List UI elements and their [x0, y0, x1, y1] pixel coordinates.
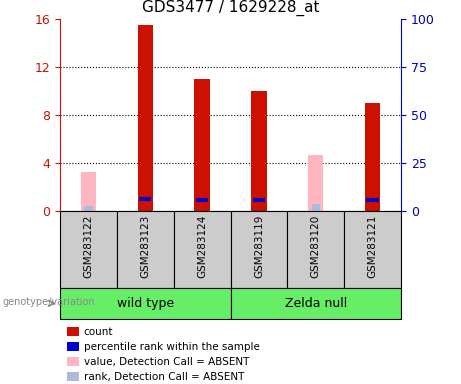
Text: GSM283122: GSM283122: [83, 215, 94, 278]
Text: genotype/variation: genotype/variation: [3, 297, 95, 307]
Bar: [230, 288, 401, 319]
Bar: [67, 327, 79, 336]
Bar: [251, 91, 266, 211]
Bar: [366, 198, 379, 202]
Text: GSM283120: GSM283120: [311, 215, 321, 278]
Text: GSM283119: GSM283119: [254, 215, 264, 278]
Text: Zelda null: Zelda null: [284, 297, 347, 310]
Title: GDS3477 / 1629228_at: GDS3477 / 1629228_at: [142, 0, 319, 17]
Bar: [60, 211, 117, 288]
Text: wild type: wild type: [117, 297, 174, 310]
Text: GSM283121: GSM283121: [367, 215, 378, 278]
Bar: [174, 211, 230, 288]
Text: value, Detection Call = ABSENT: value, Detection Call = ABSENT: [84, 357, 249, 367]
Text: percentile rank within the sample: percentile rank within the sample: [84, 342, 260, 352]
Bar: [365, 103, 380, 211]
Bar: [139, 197, 152, 201]
Bar: [81, 172, 96, 211]
Bar: [308, 155, 324, 211]
Bar: [287, 211, 344, 288]
Bar: [60, 288, 230, 319]
Text: count: count: [84, 327, 113, 337]
Bar: [67, 357, 79, 366]
Bar: [67, 372, 79, 381]
Bar: [117, 211, 174, 288]
Text: GSM283123: GSM283123: [140, 215, 150, 278]
Bar: [137, 25, 153, 211]
Bar: [196, 198, 208, 202]
Bar: [344, 211, 401, 288]
Text: GSM283124: GSM283124: [197, 215, 207, 278]
Bar: [230, 211, 287, 288]
Bar: [312, 204, 320, 211]
Bar: [195, 79, 210, 211]
Bar: [67, 342, 79, 351]
Bar: [84, 206, 93, 211]
Bar: [253, 198, 265, 202]
Text: rank, Detection Call = ABSENT: rank, Detection Call = ABSENT: [84, 372, 244, 382]
